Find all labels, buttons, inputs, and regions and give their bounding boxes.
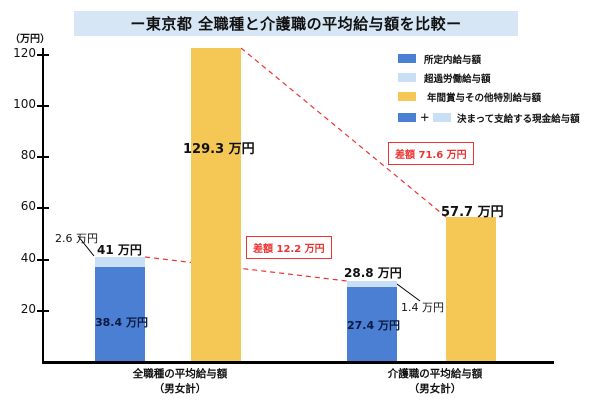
- x-label-care-line2: （男女計）: [408, 383, 462, 395]
- label-all-overtime: 2.6 万円: [55, 232, 98, 245]
- bar-care-overtime: [347, 281, 397, 287]
- x-label-care-line1: 介護職の平均給与額: [387, 368, 483, 380]
- y-tick-20: 20: [20, 302, 36, 316]
- label-all-base: 38.4 万円: [95, 316, 148, 329]
- legend-swatch-overtime: [398, 73, 416, 82]
- y-tick-mark: [37, 310, 49, 312]
- x-label-care: 介護職の平均給与額 （男女計）: [355, 367, 515, 397]
- legend-swatch-monthly-light: [433, 113, 451, 122]
- y-tick-80: 80: [20, 148, 36, 162]
- y-tick-mark: [37, 156, 49, 158]
- label-care-overtime: 1.4 万円: [401, 301, 444, 314]
- x-label-all-line2: （男女計）: [153, 383, 207, 395]
- y-axis-unit: （万円）: [10, 34, 50, 45]
- legend-plus: ＋: [420, 113, 430, 124]
- bar-care-bonus: [446, 217, 496, 361]
- y-tick-mark: [37, 105, 49, 107]
- diff-monthly-box: 差額 12.2 万円: [246, 236, 332, 259]
- legend-swatch-monthly-dark: [398, 113, 416, 122]
- y-tick-mark: [37, 54, 49, 56]
- diff-bonus-box: 差額 71.6 万円: [388, 142, 474, 165]
- y-tick-60: 60: [20, 199, 36, 213]
- x-axis-line: [42, 361, 554, 364]
- label-all-bonus: 129.3 万円: [183, 142, 255, 157]
- y-tick-120: 120: [13, 46, 36, 60]
- y-tick-40: 40: [20, 251, 36, 265]
- x-label-all: 全職種の平均給与額 （男女計）: [100, 367, 260, 397]
- label-care-total: 28.8 万円: [344, 266, 402, 280]
- legend-label-bonus: 年間賞与その他特別給与額: [427, 93, 542, 104]
- y-tick-mark: [37, 259, 49, 261]
- label-care-base: 27.4 万円: [347, 319, 400, 332]
- chart-title: ー東京都 全職種と介護職の平均給与額を比較ー: [74, 11, 518, 36]
- label-care-bonus: 57.7 万円: [441, 205, 504, 220]
- legend-label-monthly: 決まって支給する現金給与額: [457, 114, 580, 125]
- y-axis-line: [42, 48, 44, 364]
- bar-all-overtime: [95, 257, 145, 267]
- legend-label-overtime: 超過労働給与額: [424, 74, 491, 85]
- bar-all-bonus: [191, 48, 241, 361]
- bar-all-base: [95, 267, 145, 361]
- legend-label-base: 所定内給与額: [424, 55, 482, 66]
- y-tick-mark: [37, 207, 49, 209]
- legend-swatch-base: [398, 54, 416, 63]
- label-all-total: 41 万円: [97, 243, 142, 257]
- y-tick-100: 100: [13, 97, 36, 111]
- legend-swatch-bonus: [398, 92, 416, 101]
- bar-care-base: [347, 287, 397, 361]
- x-label-all-line1: 全職種の平均給与額: [132, 368, 228, 380]
